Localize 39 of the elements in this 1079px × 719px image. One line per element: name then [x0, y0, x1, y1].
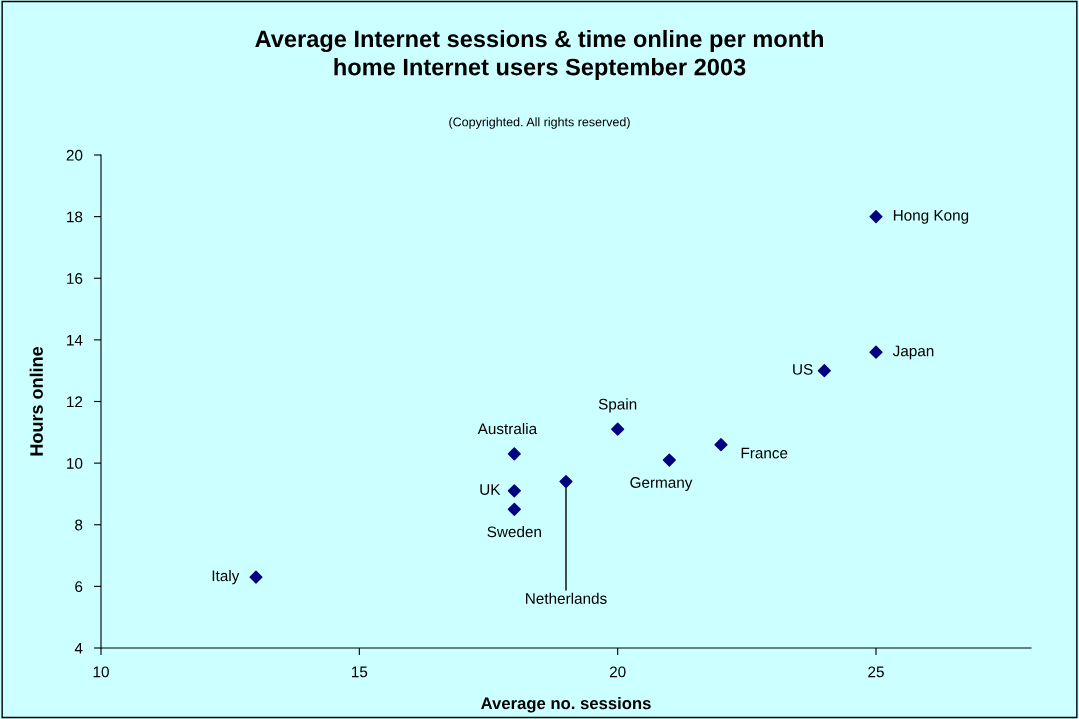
point: [507, 502, 521, 516]
annotation: Sweden: [487, 526, 541, 538]
point: [869, 210, 883, 224]
annotation: UK: [480, 484, 501, 495]
x-tick-label: 10: [93, 666, 109, 678]
point: [507, 447, 521, 461]
y-tick-label: 4: [74, 643, 83, 654]
x-tick-label: 20: [609, 666, 626, 678]
point: [662, 453, 676, 467]
point: [817, 364, 831, 378]
x-axis-title: Average no. sessions: [481, 696, 651, 713]
y-tick-label: 6: [75, 581, 83, 593]
y-tick-label: 10: [67, 457, 83, 469]
annotation: Netherlands: [526, 592, 607, 604]
point: [611, 422, 625, 436]
annotation: Australia: [477, 422, 538, 435]
y-axis-title: Hours online: [29, 346, 43, 456]
annotation: US: [793, 363, 813, 375]
y-tick-label: 20: [66, 149, 83, 161]
point: [869, 345, 883, 359]
point: [714, 438, 728, 452]
x-tick-label: 15: [352, 666, 368, 678]
y-tick-label: 18: [67, 211, 83, 223]
annotation: France: [741, 447, 788, 459]
annotation: Japan: [892, 345, 934, 360]
annotation: Spain: [598, 398, 637, 413]
point: [507, 484, 521, 498]
y-tick-label: 12: [67, 396, 83, 408]
annotation: Germany: [630, 477, 693, 491]
annotation: Hong Kong: [893, 210, 969, 224]
y-tick-label: 14: [67, 334, 83, 346]
chart-title: Average Internet sessions & time online per month home Internet users September 2003: [255, 29, 823, 81]
annotation: Italy: [212, 570, 240, 585]
y-tick-label: 8: [75, 519, 83, 531]
point: [559, 475, 573, 489]
chart-subtitle: (Copyrighted. All rights reserved): [449, 117, 630, 129]
point: [249, 570, 263, 584]
x-tick-label: 25: [868, 666, 884, 678]
y-tick-label: 16: [67, 273, 83, 284]
